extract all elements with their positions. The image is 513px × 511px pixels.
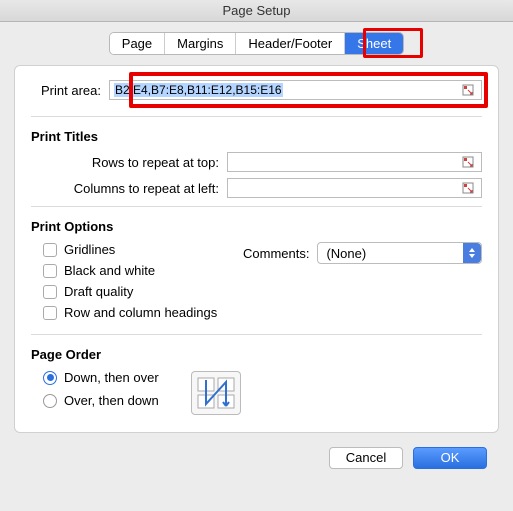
checkbox-gridlines[interactable] xyxy=(43,243,57,257)
checkbox-draft[interactable] xyxy=(43,285,57,299)
checkbox-gridlines-label: Gridlines xyxy=(64,242,115,257)
window-titlebar: Page Setup xyxy=(0,0,513,22)
comments-value: (None) xyxy=(326,246,366,261)
checkbox-gridlines-row[interactable]: Gridlines xyxy=(43,242,243,257)
page-order-group: Down, then over Over, then down xyxy=(43,370,482,416)
print-titles-heading: Print Titles xyxy=(31,129,482,144)
checkbox-rch-row[interactable]: Row and column headings xyxy=(43,305,263,320)
checkbox-rch[interactable] xyxy=(43,306,57,320)
tab-sheet[interactable]: Sheet xyxy=(345,33,403,54)
radio-over-down-row[interactable]: Over, then down xyxy=(43,393,183,408)
cols-repeat-input[interactable] xyxy=(227,178,482,198)
tab-margins[interactable]: Margins xyxy=(165,33,236,54)
page-order-heading: Page Order xyxy=(31,347,482,362)
separator-3 xyxy=(31,334,482,335)
collapse-dialog-icon[interactable] xyxy=(461,155,475,169)
print-area-row: Print area: B2:E4,B7:E8,B11:E12,B15:E16 xyxy=(31,80,482,100)
page-order-icon xyxy=(191,371,241,415)
separator-1 xyxy=(31,116,482,117)
tab-row: Page Margins Header/Footer Sheet xyxy=(14,32,499,55)
radio-over-down-label: Over, then down xyxy=(64,393,159,408)
print-area-label: Print area: xyxy=(31,83,101,98)
radio-down-over-row[interactable]: Down, then over xyxy=(43,370,183,385)
checkbox-bw-row[interactable]: Black and white xyxy=(43,263,243,278)
dialog-buttons: Cancel OK xyxy=(14,433,499,469)
collapse-dialog-icon[interactable] xyxy=(461,181,475,195)
radio-down-over-label: Down, then over xyxy=(64,370,159,385)
print-options-group: Gridlines Black and white Draft quality … xyxy=(43,242,482,326)
window-title: Page Setup xyxy=(223,3,291,18)
comments-select[interactable]: (None) xyxy=(317,242,482,264)
cols-repeat-label: Columns to repeat at left: xyxy=(43,181,219,196)
checkbox-bw[interactable] xyxy=(43,264,57,278)
collapse-dialog-icon[interactable] xyxy=(461,83,475,97)
checkbox-bw-label: Black and white xyxy=(64,263,155,278)
select-arrows-icon xyxy=(463,243,481,263)
print-options-heading: Print Options xyxy=(31,219,482,234)
rows-repeat-input[interactable] xyxy=(227,152,482,172)
cancel-button[interactable]: Cancel xyxy=(329,447,403,469)
radio-over-down[interactable] xyxy=(43,394,57,408)
separator-2 xyxy=(31,206,482,207)
print-area-value: B2:E4,B7:E8,B11:E12,B15:E16 xyxy=(114,83,283,97)
rows-repeat-label: Rows to repeat at top: xyxy=(43,155,219,170)
print-titles-group: Rows to repeat at top: Columns to repeat… xyxy=(43,152,482,198)
tabs: Page Margins Header/Footer Sheet xyxy=(109,32,404,55)
tab-header-footer[interactable]: Header/Footer xyxy=(236,33,345,54)
comments-label: Comments: xyxy=(243,246,309,261)
dialog-content: Page Margins Header/Footer Sheet Print a… xyxy=(0,22,513,483)
checkbox-rch-label: Row and column headings xyxy=(64,305,217,320)
radio-down-over[interactable] xyxy=(43,371,57,385)
sheet-panel: Print area: B2:E4,B7:E8,B11:E12,B15:E16 xyxy=(14,65,499,433)
ok-button[interactable]: OK xyxy=(413,447,487,469)
tab-page[interactable]: Page xyxy=(110,33,165,54)
checkbox-draft-row[interactable]: Draft quality xyxy=(43,284,243,299)
checkbox-draft-label: Draft quality xyxy=(64,284,133,299)
print-area-input[interactable]: B2:E4,B7:E8,B11:E12,B15:E16 xyxy=(109,80,482,100)
